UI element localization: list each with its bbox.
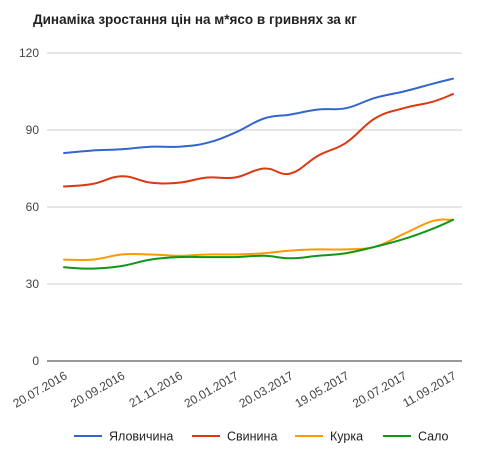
x-tick-label: 20.01.2017 xyxy=(182,368,241,410)
y-tick-label: 60 xyxy=(26,200,40,214)
x-tick-label: 20.07.2016 xyxy=(10,368,69,410)
x-tick-label: 20.09.2016 xyxy=(68,368,127,410)
series-line-1 xyxy=(63,93,454,188)
x-tick-label: 11.09.2017 xyxy=(400,368,459,410)
legend-label: Свинина xyxy=(227,430,277,444)
gridlines xyxy=(47,52,462,362)
series-line-2 xyxy=(63,218,454,262)
y-tick-label: 0 xyxy=(32,354,39,368)
y-tick-label: 30 xyxy=(26,277,40,291)
chart-title: Динаміка зростання цін на м*ясо в гривня… xyxy=(33,12,357,27)
legend-label: Яловичина xyxy=(109,430,173,444)
series-line-3 xyxy=(63,218,454,270)
legend-label: Курка xyxy=(330,430,363,444)
series-line-0 xyxy=(63,77,454,155)
y-tick-label: 120 xyxy=(19,46,39,60)
x-tick-label: 19.05.2017 xyxy=(292,368,351,410)
x-tick-label: 20.07.2017 xyxy=(350,368,409,410)
series-lines xyxy=(63,77,454,270)
x-tick-label: 21.11.2016 xyxy=(127,368,186,410)
legend-label: Сало xyxy=(418,430,449,444)
legend: Яловичина Свинина Курка Сало xyxy=(74,430,449,444)
x-tick-label: 20.03.2017 xyxy=(237,368,296,410)
y-tick-label: 90 xyxy=(26,123,40,137)
y-axis: 0 30 60 90 120 xyxy=(19,46,39,368)
